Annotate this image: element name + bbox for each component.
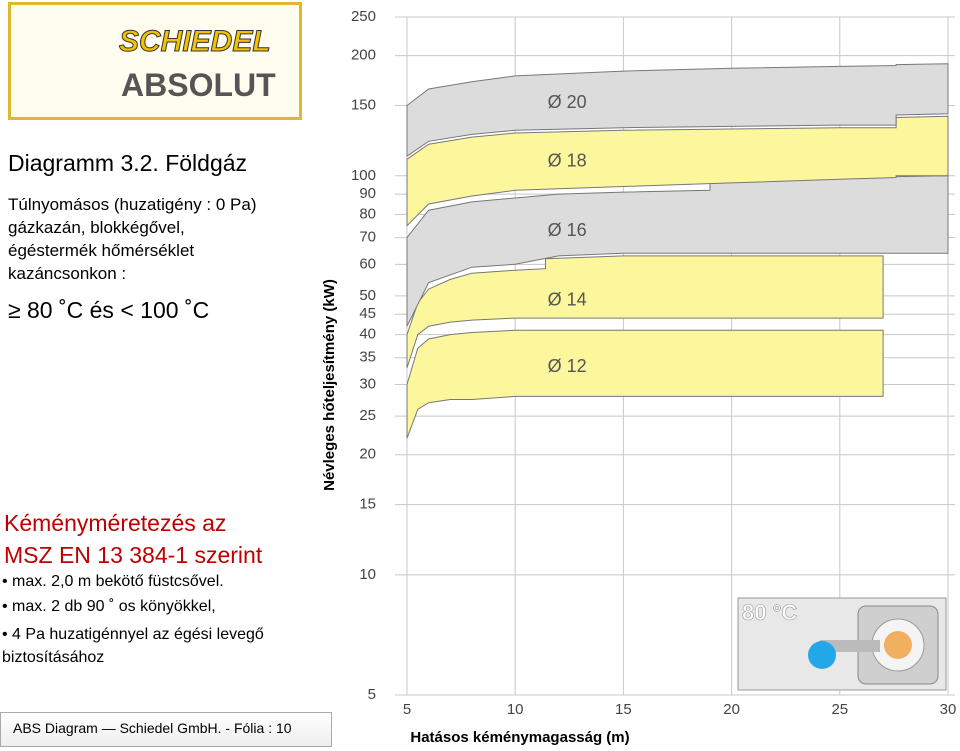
y-tick-label: 50 bbox=[359, 287, 376, 304]
x-tick-label: 10 bbox=[507, 701, 524, 718]
band bbox=[406, 63, 949, 158]
x-tick-label: 30 bbox=[940, 701, 957, 718]
section-title: MSZ EN 13 384-1 szerint bbox=[4, 542, 263, 568]
y-tick-label: 70 bbox=[359, 229, 376, 246]
y-tick-label: 10 bbox=[359, 566, 376, 583]
logo: SCHIEDEL ABSOLUT bbox=[8, 2, 302, 120]
footer: ABS Diagram — Schiedel GmbH. - Fólia : 1… bbox=[0, 712, 332, 747]
description: kazáncsonkon : bbox=[8, 264, 127, 283]
badge-box bbox=[737, 597, 947, 691]
y-tick-label: 25 bbox=[359, 407, 376, 424]
flame bbox=[884, 631, 912, 659]
badge-text: 80 °C bbox=[742, 600, 797, 625]
bullet: • 4 Pa huzatigénnyel az égési levegő biz… bbox=[2, 626, 264, 666]
footer-text: ABS Diagram — Schiedel GmbH. - Fólia : 1… bbox=[13, 720, 292, 736]
y-tick-label: 60 bbox=[359, 255, 376, 272]
band-label: Ø 14 bbox=[548, 289, 587, 309]
pipe bbox=[820, 640, 880, 652]
band-label: Ø 20 bbox=[548, 92, 587, 112]
description: Túlnyomásos (huzatigény : 0 Pa) bbox=[8, 195, 257, 214]
y-tick-label: 15 bbox=[359, 496, 376, 513]
boiler bbox=[808, 641, 836, 669]
band bbox=[406, 255, 884, 369]
y-tick-label: 200 bbox=[351, 47, 376, 64]
x-axis-label: Hatásos kéménymagasság (m) bbox=[410, 729, 629, 746]
y-tick-label: 80 bbox=[359, 205, 376, 222]
bullet-text: 4 Pa huzatigénnyel az égési levegő bizto… bbox=[2, 626, 264, 666]
x-tick-label: 20 bbox=[723, 701, 740, 718]
band-label: Ø 18 bbox=[548, 150, 587, 170]
bullet-text: max. 2,0 m bekötő füstcsővel. bbox=[12, 573, 224, 590]
condition: ≥ 80 ˚C és < 100 ˚C bbox=[8, 297, 210, 323]
y-tick-label: 100 bbox=[351, 167, 376, 184]
bullet: • max. 2 db 90 ˚ os könyökkel, bbox=[2, 598, 216, 615]
y-tick-label: 150 bbox=[351, 97, 376, 114]
x-tick-label: 15 bbox=[615, 701, 632, 718]
section-title: Kéményméretezés az bbox=[4, 510, 227, 536]
y-tick-label: 5 bbox=[368, 686, 376, 703]
band-label: Ø 16 bbox=[548, 220, 587, 240]
bullet-text: max. 2 db 90 ˚ os könyökkel, bbox=[12, 598, 216, 615]
bullet: • max. 2,0 m bekötő füstcsővel. bbox=[2, 573, 224, 590]
x-tick-label: 5 bbox=[403, 701, 411, 718]
y-tick-label: 45 bbox=[359, 305, 376, 322]
plot-area bbox=[395, 10, 955, 698]
y-tick-label: 250 bbox=[351, 8, 376, 25]
y-tick-label: 30 bbox=[359, 375, 376, 392]
band bbox=[406, 329, 884, 439]
logo-product: ABSOLUT bbox=[121, 67, 276, 103]
y-tick-label: 35 bbox=[359, 349, 376, 366]
slide-title: Diagramm 3.2. Földgáz bbox=[8, 150, 248, 176]
flue bbox=[871, 618, 925, 672]
y-tick-label: 90 bbox=[359, 185, 376, 202]
badge-icon: 80 °C bbox=[737, 597, 947, 691]
band bbox=[406, 115, 949, 227]
y-tick-label: 40 bbox=[359, 326, 376, 343]
y-axis-label: Névleges hőteljesítmény (kW) bbox=[321, 279, 338, 491]
description: gázkazán, blokkégővel, bbox=[8, 218, 185, 237]
logo-brand: SCHIEDEL bbox=[119, 25, 272, 59]
band bbox=[406, 175, 949, 327]
y-tick-label: 20 bbox=[359, 446, 376, 463]
chimney bbox=[857, 605, 939, 685]
x-tick-label: 25 bbox=[831, 701, 848, 718]
band-label: Ø 12 bbox=[548, 356, 587, 376]
description: égéstermék hőmérséklet bbox=[8, 241, 195, 260]
